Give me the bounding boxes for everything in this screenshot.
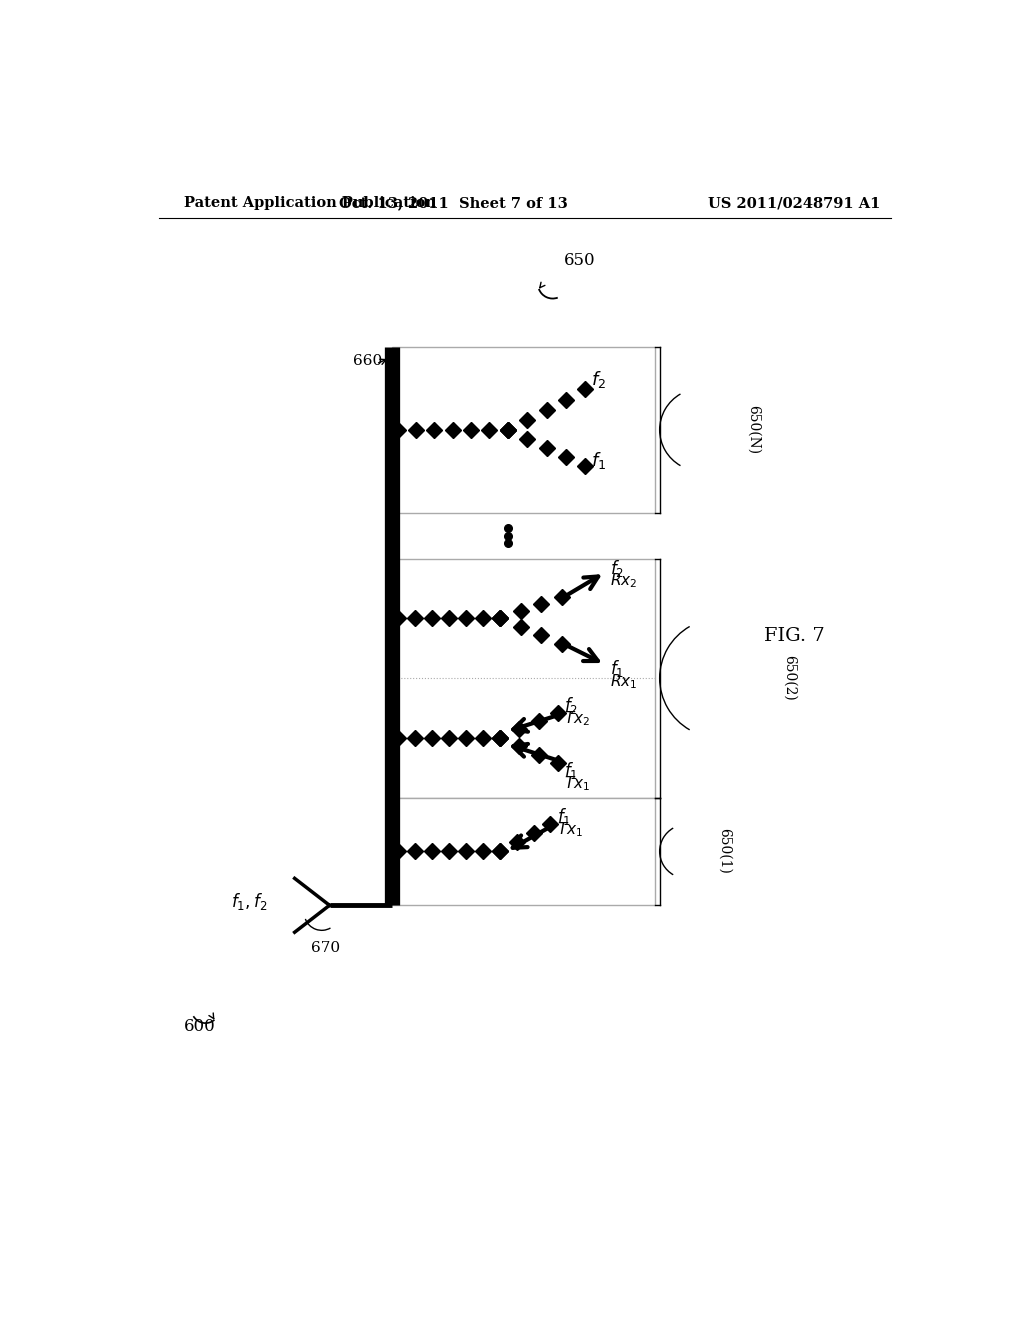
Text: 670: 670 [311,941,340,954]
Text: FIG. 7: FIG. 7 [764,627,824,644]
Text: $Tx_1$: $Tx_1$ [557,821,583,840]
Text: $Tx_2$: $Tx_2$ [564,709,591,727]
Text: $f_1$: $f_1$ [564,760,579,781]
Text: 650(N): 650(N) [746,405,760,454]
Bar [391,797,655,906]
Bar [391,558,655,797]
Text: $f_1$: $f_1$ [557,807,570,828]
Text: 650(1): 650(1) [717,829,731,874]
Text: $f_2$: $f_2$ [564,694,579,715]
Text: $Tx_1$: $Tx_1$ [564,775,591,793]
Text: $f_1$: $f_1$ [592,450,606,471]
Text: $Rx_1$: $Rx_1$ [610,673,637,692]
Text: 650(2): 650(2) [783,655,797,701]
Text: $f_2$: $f_2$ [592,368,606,389]
Text: US 2011/0248791 A1: US 2011/0248791 A1 [708,197,880,210]
Text: Patent Application Publication: Patent Application Publication [183,197,436,210]
Text: 650: 650 [563,252,595,269]
Text: $Rx_2$: $Rx_2$ [610,572,637,590]
Text: $f_1$: $f_1$ [610,659,625,680]
Bar [391,347,655,512]
Text: 600: 600 [183,1019,215,1035]
Text: $f_2$: $f_2$ [610,557,625,578]
Text: $f_1, f_2$: $f_1, f_2$ [231,891,267,912]
Text: 660: 660 [353,354,382,368]
Text: Oct. 13, 2011  Sheet 7 of 13: Oct. 13, 2011 Sheet 7 of 13 [339,197,568,210]
